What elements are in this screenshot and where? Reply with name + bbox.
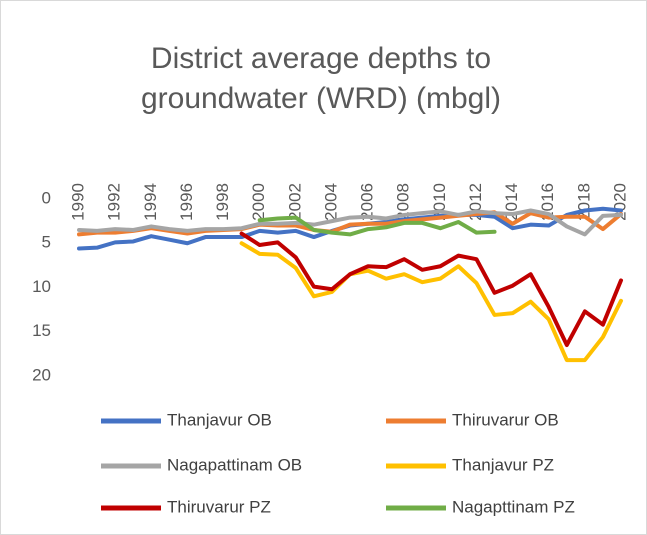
series-line	[239, 241, 623, 363]
legend-label: Nagapttinam PZ	[452, 497, 575, 516]
legend-label: Thanjavur PZ	[452, 455, 554, 474]
series-line	[257, 215, 497, 237]
legend-label: Nagapattinam OB	[167, 455, 302, 474]
series-line	[239, 231, 623, 348]
y-tick-label: 0	[42, 188, 51, 207]
x-tick-label: 1992	[105, 183, 124, 221]
y-tick-label: 5	[42, 233, 51, 252]
x-tick-label: 1996	[177, 183, 196, 221]
legend-label: Thiruvarur OB	[452, 410, 559, 429]
x-tick-label: 2004	[321, 183, 340, 221]
y-tick-label: 10	[32, 277, 51, 296]
x-tick-label: 1998	[213, 183, 232, 221]
x-tick-label: 2000	[249, 183, 268, 221]
chart-title: District average depths to groundwater (…	[140, 42, 502, 115]
x-tick-label: 2006	[358, 183, 377, 221]
y-tick-label: 15	[32, 321, 51, 340]
y-tick-label: 20	[32, 365, 51, 384]
x-tick-label: 1990	[68, 183, 87, 221]
x-tick-label: 1994	[141, 183, 160, 221]
legend-label: Thiruvarur PZ	[167, 497, 271, 516]
x-tick-label: 2002	[285, 183, 304, 221]
legend-label: Thanjavur OB	[167, 410, 272, 429]
x-tick-label: 2008	[394, 183, 413, 221]
series-line	[77, 208, 623, 237]
